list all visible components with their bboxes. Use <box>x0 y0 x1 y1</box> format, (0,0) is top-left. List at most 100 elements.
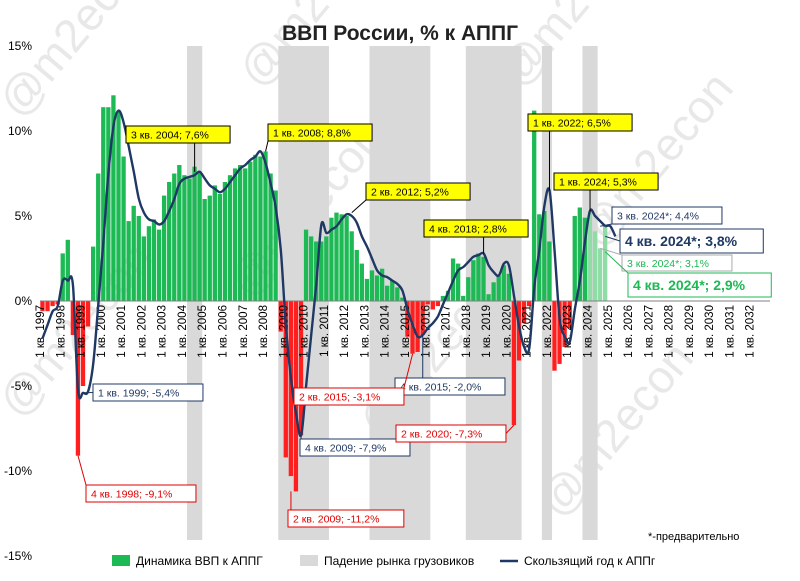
annotation-box-1 <box>267 123 373 142</box>
gdp-bar-55 <box>319 241 324 301</box>
annotation-pointer-16 <box>604 251 629 274</box>
gdp-bar-48 <box>283 301 288 458</box>
gdp-bar-111 <box>603 224 608 301</box>
x-tick-label-30: 1 кв. 2027 <box>643 305 655 358</box>
gdp-bar-101 <box>552 301 557 371</box>
gdp-bar-110 <box>597 248 603 301</box>
annotation-label-8: 4 кв. 2015; -2,0% <box>400 381 481 393</box>
gdp-bar-104 <box>567 301 572 329</box>
x-tick-label-4: 1 кв. 2001 <box>116 305 128 358</box>
gdp-bar-45 <box>268 173 273 301</box>
x-tick-label-15: 1 кв. 2012 <box>339 305 351 358</box>
annotation-box-15 <box>621 254 733 272</box>
gdp-bar-76 <box>425 301 430 305</box>
gdp-bar-82 <box>455 263 461 301</box>
gdp-bar-1 <box>45 301 50 312</box>
gdp-bar-93 <box>511 301 517 426</box>
x-tick-label-1: 1 кв. 1998 <box>55 305 67 358</box>
gdp-bar-17 <box>126 221 131 301</box>
gdp-bar-22 <box>151 219 157 301</box>
gdp-bar-10 <box>90 246 96 301</box>
annotation-box-12 <box>287 509 405 528</box>
rolling-year-line <box>41 109 607 438</box>
gdp-bar-92 <box>506 273 511 301</box>
annotation-box-14 <box>395 424 507 443</box>
gdp-bar-66 <box>374 275 380 301</box>
gdp-bar-77 <box>430 301 435 310</box>
gdp-bar-65 <box>369 270 375 301</box>
gdp-bar-60 <box>344 216 349 301</box>
rolling-year-forecast-line <box>604 224 617 237</box>
gdp-bar-103 <box>562 301 567 347</box>
y-tick-label-2: 5% <box>15 209 33 223</box>
x-tick-label-35: 1 кв. 2032 <box>745 305 757 358</box>
gdp-bar-95 <box>521 301 527 324</box>
annotation-pointer-14 <box>505 424 515 434</box>
annotation-label-16: 4 кв. 2024*; 2,9% <box>633 277 746 293</box>
gdp-bar-42 <box>253 154 258 301</box>
legend-label-1: Падение рынка грузовиков <box>324 554 474 568</box>
annotation-pointer-13 <box>403 353 414 389</box>
annotation-pointer-1 <box>265 140 269 152</box>
gdp-bar-37 <box>227 175 233 301</box>
gdp-bar-44 <box>263 151 268 301</box>
x-tick-label-26: 1 кв. 2023 <box>562 305 574 358</box>
x-tick-label-16: 1 кв. 2013 <box>359 305 371 358</box>
gdp-bar-21 <box>146 226 152 301</box>
x-tick-label-33: 1 кв. 2030 <box>704 305 716 358</box>
gdp-bar-51 <box>298 301 304 436</box>
gdp-bar-12 <box>101 107 106 301</box>
annotation-box-2 <box>365 182 471 201</box>
annotation-label-12: 2 кв. 2009; -11,2% <box>293 513 379 525</box>
watermark-0: @m2econ <box>0 0 163 126</box>
gdp-bar-61 <box>349 231 354 301</box>
gdp-bar-35 <box>217 193 223 301</box>
y-tick-label-0: 15% <box>8 39 32 53</box>
annotation-label-9: 3 кв. 2024*; 4,4% <box>617 210 699 222</box>
annotation-box-5 <box>553 172 659 191</box>
y-tick-label-6: -15% <box>4 549 32 563</box>
gdp-bar-9 <box>85 301 91 327</box>
gdp-bar-15 <box>116 110 121 301</box>
gdp-bar-85 <box>471 260 476 301</box>
annotation-box-0 <box>125 125 231 144</box>
gdp-bar-0 <box>40 301 45 312</box>
gdp-bar-97 <box>532 110 537 301</box>
gdp-bar-13 <box>106 107 111 301</box>
gdp-bar-5 <box>65 239 70 301</box>
gdp-bar-89 <box>491 282 496 301</box>
gdp-bar-99 <box>542 210 547 301</box>
gdp-bar-67 <box>379 268 385 301</box>
annotation-box-8 <box>394 377 506 396</box>
gdp-bar-2 <box>50 301 55 307</box>
x-tick-label-14: 1 кв. 2011 <box>319 305 331 357</box>
gdp-bar-27 <box>177 165 182 301</box>
x-tick-label-3: 1 кв. 2000 <box>96 305 108 358</box>
gdp-bar-52 <box>303 229 309 301</box>
gdp-bar-28 <box>182 175 187 301</box>
gdp-bar-8 <box>80 301 86 386</box>
gdp-bar-78 <box>435 301 441 307</box>
annotation-label-2: 2 кв. 2012; 5,2% <box>371 186 449 198</box>
annotation-label-14: 2 кв. 2020; -7,3% <box>401 428 482 440</box>
annotation-label-5: 1 кв. 2024; 5,3% <box>559 176 637 188</box>
gdp-bar-80 <box>445 290 451 301</box>
gdp-bar-49 <box>288 301 294 477</box>
gdp-bar-19 <box>136 216 141 301</box>
gdp-bar-56 <box>324 236 329 301</box>
gdp-bar-43 <box>258 156 263 301</box>
gdp-bar-64 <box>364 278 370 301</box>
gdp-bar-33 <box>207 195 212 301</box>
gdp-bar-72 <box>405 301 410 337</box>
gdp-bar-34 <box>212 185 217 301</box>
gdp-bar-30 <box>192 166 197 301</box>
gdp-bar-36 <box>222 182 228 301</box>
gdp-bar-29 <box>187 178 192 301</box>
y-tick-label-1: 10% <box>8 124 32 138</box>
x-tick-label-17: 1 кв. 2014 <box>380 304 392 357</box>
gdp-bar-20 <box>141 236 146 301</box>
gdp-bar-62 <box>354 250 359 301</box>
y-tick-label-4: -5% <box>11 379 33 393</box>
gdp-bar-70 <box>395 287 400 301</box>
